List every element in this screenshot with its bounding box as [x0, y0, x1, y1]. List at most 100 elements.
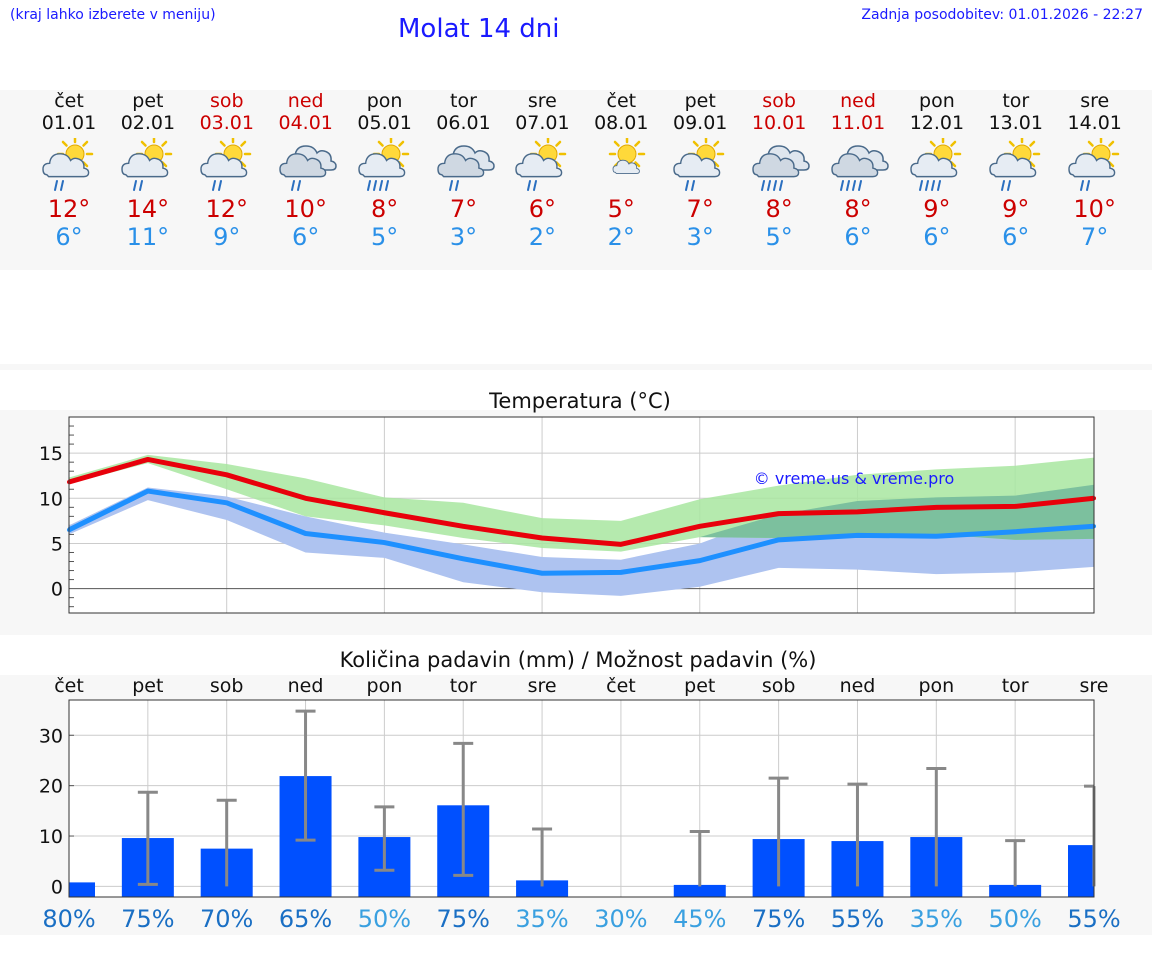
min-temp-point [461, 556, 466, 561]
x-tick-label: čet [606, 675, 636, 697]
sun-cloud-heavy-rain-icon [898, 134, 976, 196]
min-temp-point [224, 500, 229, 505]
day-name: čet [606, 90, 637, 112]
temp-min: 9° [213, 223, 241, 251]
day-card: čet 08.01 5° 2° [582, 90, 660, 251]
sun-cloud-rain-icon [109, 134, 187, 196]
temp-max: 14° [126, 195, 170, 223]
y-tick-label: 30 [39, 725, 63, 747]
day-card: ned 04.01 10° 6° [267, 90, 345, 251]
precipitation-chance-label: 55% [831, 905, 884, 933]
max-temp-point [1013, 504, 1018, 509]
min-temp-point [855, 533, 860, 538]
max-temp-point [382, 510, 387, 515]
sun-cloud-icon [582, 134, 660, 196]
precipitation-bar [516, 880, 569, 897]
max-temp-point [776, 511, 781, 516]
day-name: čet [54, 90, 84, 112]
x-tick-label: sob [210, 675, 244, 697]
daily-forecast-panel: čet 01.01 12° 6° pet 02.01 14° 11° sob 03.… [0, 90, 1152, 270]
day-date: 10.01 [751, 112, 807, 134]
day-card: tor 06.01 7° 3° [425, 90, 503, 251]
day-card: čet 01.01 12° 6° [30, 90, 108, 251]
precipitation-bar [673, 884, 726, 897]
plot-border [68, 699, 1095, 898]
temp-max: 8° [370, 195, 399, 223]
cloud-rain-icon [425, 134, 503, 196]
precipitation-chance-label: 50% [988, 905, 1041, 933]
day-name: pet [684, 90, 716, 112]
temp-max: 8° [844, 195, 872, 223]
max-temp-point [618, 542, 623, 547]
day-date: 14.01 [1067, 112, 1122, 134]
precipitation-chance-label: 75% [121, 905, 174, 933]
max-temp-point [855, 509, 860, 514]
x-tick-label: sob [762, 675, 796, 697]
temperature-chart-title: Temperatura (°C) [488, 389, 671, 413]
precipitation-bar [989, 884, 1042, 897]
temp-min: 6° [55, 223, 83, 251]
precipitation-chance-label: 55% [1067, 905, 1120, 933]
precipitation-chance-label: 35% [515, 905, 568, 933]
max-temp-point [461, 524, 466, 529]
precipitation-chance-label: 35% [910, 905, 963, 933]
temp-max: 7° [449, 195, 478, 223]
day-name: tor [450, 90, 477, 112]
temp-range-overlap [69, 463, 1094, 552]
min-temp-point [934, 534, 939, 539]
day-card: sob 10.01 8° 5° [740, 90, 818, 251]
temp-min: 7° [1081, 223, 1109, 251]
max-temp-point [224, 472, 229, 477]
y-tick-label: 10 [39, 488, 63, 510]
temp-min: 11° [126, 223, 170, 251]
precipitation-bar [69, 882, 95, 897]
min-temp-point [697, 558, 702, 563]
max-temp-point [540, 536, 545, 541]
precipitation-chance-label: 65% [279, 905, 332, 933]
x-tick-label: ned [288, 675, 324, 697]
temp-min: 2° [607, 223, 635, 251]
sun-cloud-heavy-rain-icon [346, 134, 424, 196]
day-date: 08.01 [594, 112, 649, 134]
day-date: 12.01 [909, 112, 965, 134]
max-temp-point [934, 505, 939, 510]
day-date: 03.01 [199, 112, 254, 134]
day-name: tor [1002, 90, 1030, 112]
max-temp-point [303, 496, 308, 501]
temp-max: 6° [528, 195, 557, 223]
min-temp-point [382, 540, 387, 545]
plot-border [68, 416, 1095, 614]
max-temp-point [697, 524, 702, 529]
sun-cloud-rain-icon [188, 134, 266, 196]
precipitation-chance-label: 70% [200, 905, 253, 933]
day-card: pet 02.01 14° 11° [109, 90, 187, 251]
min-temp-point [776, 537, 781, 542]
x-tick-label: sre [1080, 675, 1109, 697]
temp-min: 5° [765, 223, 793, 251]
cloud-rain-icon [267, 134, 345, 196]
precipitation-bar [1068, 845, 1094, 897]
min-temp-point [1013, 529, 1018, 534]
temp-max: 10° [284, 195, 327, 223]
temp-min: 6° [844, 223, 872, 251]
day-name: sre [1080, 90, 1110, 112]
day-name: pon [366, 90, 403, 112]
x-tick-label: tor [1002, 675, 1029, 697]
precipitation-chart-title: Količina padavin (mm) / Možnost padavin … [340, 648, 817, 672]
x-tick-label: ned [840, 675, 876, 697]
precipitation-chance-label: 80% [42, 905, 95, 933]
temp-max: 8° [765, 195, 793, 223]
day-date: 07.01 [515, 112, 570, 134]
x-tick-label: čet [54, 675, 84, 697]
temp-min: 3° [686, 223, 714, 251]
x-tick-label: tor [450, 675, 477, 697]
day-date: 04.01 [278, 112, 333, 134]
temp-min: 3° [449, 223, 478, 251]
day-card: pet 09.01 7° 3° [661, 90, 739, 251]
last-updated: Zadnja posodobitev: 01.01.2026 - 22:27 [861, 7, 1143, 23]
cloud-heavy-rain-icon [740, 134, 818, 196]
sun-cloud-rain-icon [1056, 134, 1134, 196]
y-tick-label: 10 [39, 826, 63, 848]
sun-cloud-rain-icon [977, 134, 1055, 196]
